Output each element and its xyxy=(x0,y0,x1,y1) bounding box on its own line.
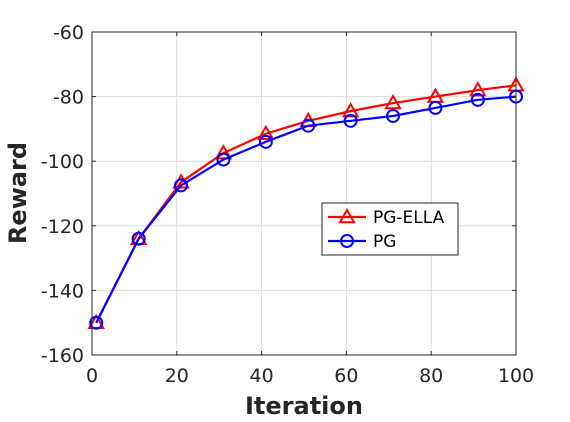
y-tick-label: -100 xyxy=(41,151,84,173)
plot-background xyxy=(92,32,516,355)
y-tick-label: -80 xyxy=(53,87,84,109)
y-tick-label: -160 xyxy=(41,345,84,367)
x-tick-label: 20 xyxy=(165,365,189,387)
x-tick-label: 80 xyxy=(419,365,443,387)
x-tick-label: 40 xyxy=(250,365,274,387)
legend-label-pg-ella: PG-ELLA xyxy=(373,208,445,228)
y-tick-label: -120 xyxy=(41,216,84,238)
x-tick-label: 60 xyxy=(334,365,358,387)
x-axis-title: Iteration xyxy=(245,392,363,420)
y-tick-label: -60 xyxy=(53,22,84,44)
x-tick-label: 100 xyxy=(498,365,534,387)
y-tick-label: -140 xyxy=(41,280,84,302)
legend-label-pg: PG xyxy=(373,232,396,252)
y-axis-title: Reward xyxy=(4,142,32,244)
legend: PG-ELLA PG xyxy=(322,203,458,255)
x-tick-label: 0 xyxy=(86,365,98,387)
